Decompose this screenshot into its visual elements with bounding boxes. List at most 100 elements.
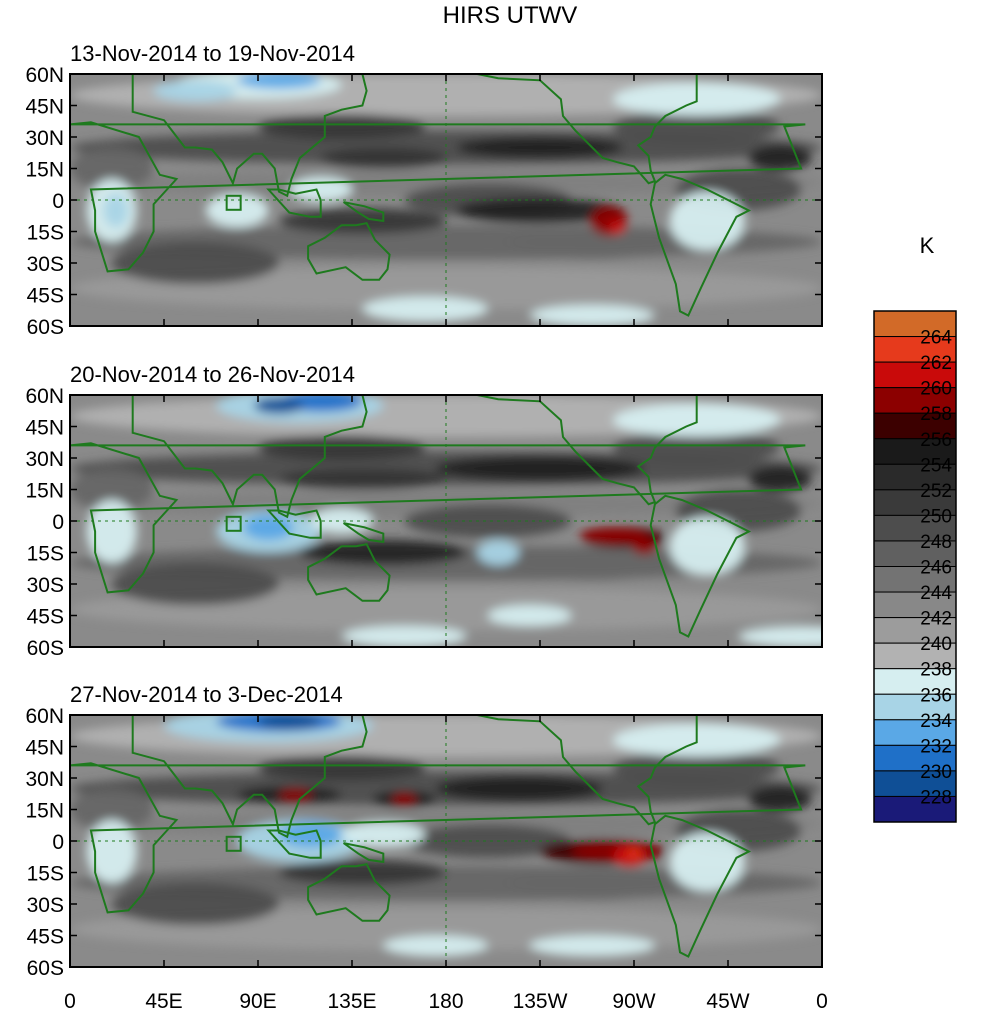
field-blob-14 <box>153 80 238 102</box>
lat-label: 30S <box>27 894 64 917</box>
coastline-3 <box>649 494 752 638</box>
field-blob-22 <box>529 935 655 957</box>
lon-label: 135W <box>513 990 568 1013</box>
field-blob-14 <box>258 715 321 730</box>
colorbar-label-252: 252 <box>920 481 952 502</box>
field-blob-16 <box>86 500 137 563</box>
coastline-6 <box>343 522 385 544</box>
coastline-2 <box>307 862 391 922</box>
colorbar-label-250: 250 <box>920 506 952 527</box>
lat-label: 15N <box>25 159 64 182</box>
coastline-1 <box>131 74 368 198</box>
field-blob-14 <box>253 397 304 414</box>
field-blob-29 <box>579 527 647 545</box>
region-box <box>225 515 242 532</box>
field-blob-25 <box>456 137 624 158</box>
coastline-2 <box>307 221 391 281</box>
colorbar-swatch-4 <box>873 412 957 440</box>
field-blob-30 <box>631 537 657 555</box>
field-blob-10 <box>613 750 781 785</box>
field-blob-9 <box>258 754 426 781</box>
colorbar-label-256: 256 <box>920 430 952 451</box>
field-blob-21 <box>362 296 488 322</box>
colorbar-label-248: 248 <box>920 532 952 553</box>
field-blob-17 <box>103 193 129 228</box>
field-blob-10 <box>613 109 781 144</box>
lon-label: 0 <box>816 990 828 1013</box>
lat-label: 30S <box>27 574 64 597</box>
coastline-1 <box>131 715 368 839</box>
lat-label: 15S <box>27 543 64 566</box>
lat-label: 15N <box>25 480 64 503</box>
field-blob-24 <box>278 208 447 234</box>
colorbar-label-236: 236 <box>920 685 952 706</box>
field-blob-18 <box>243 514 294 540</box>
lat-label: 60N <box>25 64 64 87</box>
field-blob-8 <box>111 883 279 925</box>
field-blob-4 <box>70 588 822 631</box>
field-blob-6 <box>508 546 676 580</box>
coastline-6 <box>343 201 385 223</box>
chart-title: HIRS UTWV <box>442 2 578 29</box>
coastline-5 <box>266 509 322 539</box>
colorbar-label-242: 242 <box>920 609 952 630</box>
lon-label: 0 <box>64 990 76 1013</box>
coastline-1 <box>131 395 368 519</box>
panel-2: 60N 45N 30N 15N 0 15S 30S 45S 60S <box>25 385 823 660</box>
coastline-0 <box>70 442 806 594</box>
lat-label: 45N <box>25 737 64 760</box>
lat-label: 15S <box>27 863 64 886</box>
lat-label: 45N <box>25 417 64 440</box>
colorbar-label-246: 246 <box>920 558 952 579</box>
lat-label: 60N <box>25 385 64 408</box>
lat-label: 45S <box>27 926 64 949</box>
lon-label: 90W <box>612 990 655 1013</box>
colorbar-label-254: 254 <box>920 455 952 476</box>
colorbar-label-240: 240 <box>920 634 952 655</box>
lat-label: 0 <box>52 831 64 854</box>
colorbar-label-230: 230 <box>920 762 952 783</box>
panel-1-title: 13-Nov-2014 to 19-Nov-2014 <box>70 41 355 66</box>
field-blob-25 <box>299 539 467 566</box>
field-blob-10 <box>613 430 781 465</box>
panel-2-title: 20-Nov-2014 to 26-Nov-2014 <box>70 362 355 387</box>
colorbar-label-238: 238 <box>920 660 952 681</box>
field-blob-26 <box>278 859 447 886</box>
lon-label: 45W <box>706 990 749 1013</box>
coastline-0 <box>70 121 806 273</box>
field-blob-22 <box>529 305 655 326</box>
field-blob-8 <box>111 242 279 284</box>
lon-label: 90E <box>239 990 276 1013</box>
field-blob-26 <box>435 455 645 482</box>
field-blob-27 <box>278 788 313 802</box>
panel-3-field <box>70 715 822 967</box>
field-blob-2 <box>70 491 822 517</box>
colorbar-label-258: 258 <box>920 404 952 425</box>
field-blob-27 <box>608 221 626 234</box>
field-blob-22 <box>738 626 822 647</box>
colorbar-swatch-6 <box>873 463 957 491</box>
coastline-6 <box>343 842 385 864</box>
lat-label: 60S <box>27 637 64 660</box>
coastline-3 <box>649 173 752 317</box>
field-blob-25 <box>435 775 603 802</box>
colorbar-label-262: 262 <box>920 353 952 374</box>
field-blob-19 <box>310 508 373 534</box>
panel-3-title: 27-Nov-2014 to 3-Dec-2014 <box>70 682 343 707</box>
coastline-4 <box>477 715 698 826</box>
coastline-0 <box>70 762 806 914</box>
field-blob-21 <box>383 935 488 957</box>
field-blob-31 <box>748 466 812 492</box>
field-blob-9 <box>258 434 426 461</box>
lat-label: 45N <box>25 96 64 119</box>
lon-label: 45E <box>145 990 182 1013</box>
colorbar-swatch-9 <box>873 540 957 568</box>
field-blob-21 <box>477 539 520 566</box>
colorbar-swatch-11 <box>873 591 957 619</box>
colorbar-label-260: 260 <box>920 379 952 400</box>
region-box <box>225 194 242 211</box>
colorbar-swatch-8 <box>873 514 957 542</box>
field-blob-23 <box>456 197 624 224</box>
colorbar-swatch-7 <box>873 489 957 516</box>
lon-label: 180 <box>428 990 463 1013</box>
